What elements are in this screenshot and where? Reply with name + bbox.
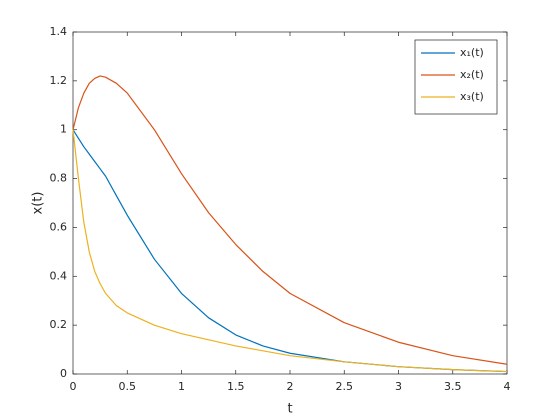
legend-label: x₃(t) [460,90,484,103]
x-tick-label: 3 [395,380,402,393]
y-tick-label: 1.4 [50,25,68,38]
x-tick-label: 2 [287,380,294,393]
y-tick-label: 1.2 [50,74,68,87]
line-series [72,75,508,365]
x-tick-label: 1.5 [227,380,245,393]
y-tick-label: 0.8 [50,172,68,185]
x-tick-label: 4 [504,380,511,393]
x-tick-label: 0 [70,380,77,393]
legend-label: x₁(t) [460,46,484,59]
legend-label: x₂(t) [460,68,484,81]
y-tick-label: 0.4 [50,269,68,282]
x-tick-label: 3.5 [444,380,462,393]
y-tick-label: 0 [60,367,67,380]
line-series [72,129,508,373]
x-axis-label: t [287,402,292,417]
y-tick-label: 0.6 [50,220,68,233]
legend-box [414,39,498,115]
y-tick-label: 0.2 [50,318,68,331]
x-tick-label: 0.5 [119,380,137,393]
y-axis-label: x(t) [31,192,46,215]
y-tick-label: 1 [60,123,67,136]
x-tick-label: 1 [178,380,185,393]
x-tick-label: 2.5 [336,380,354,393]
